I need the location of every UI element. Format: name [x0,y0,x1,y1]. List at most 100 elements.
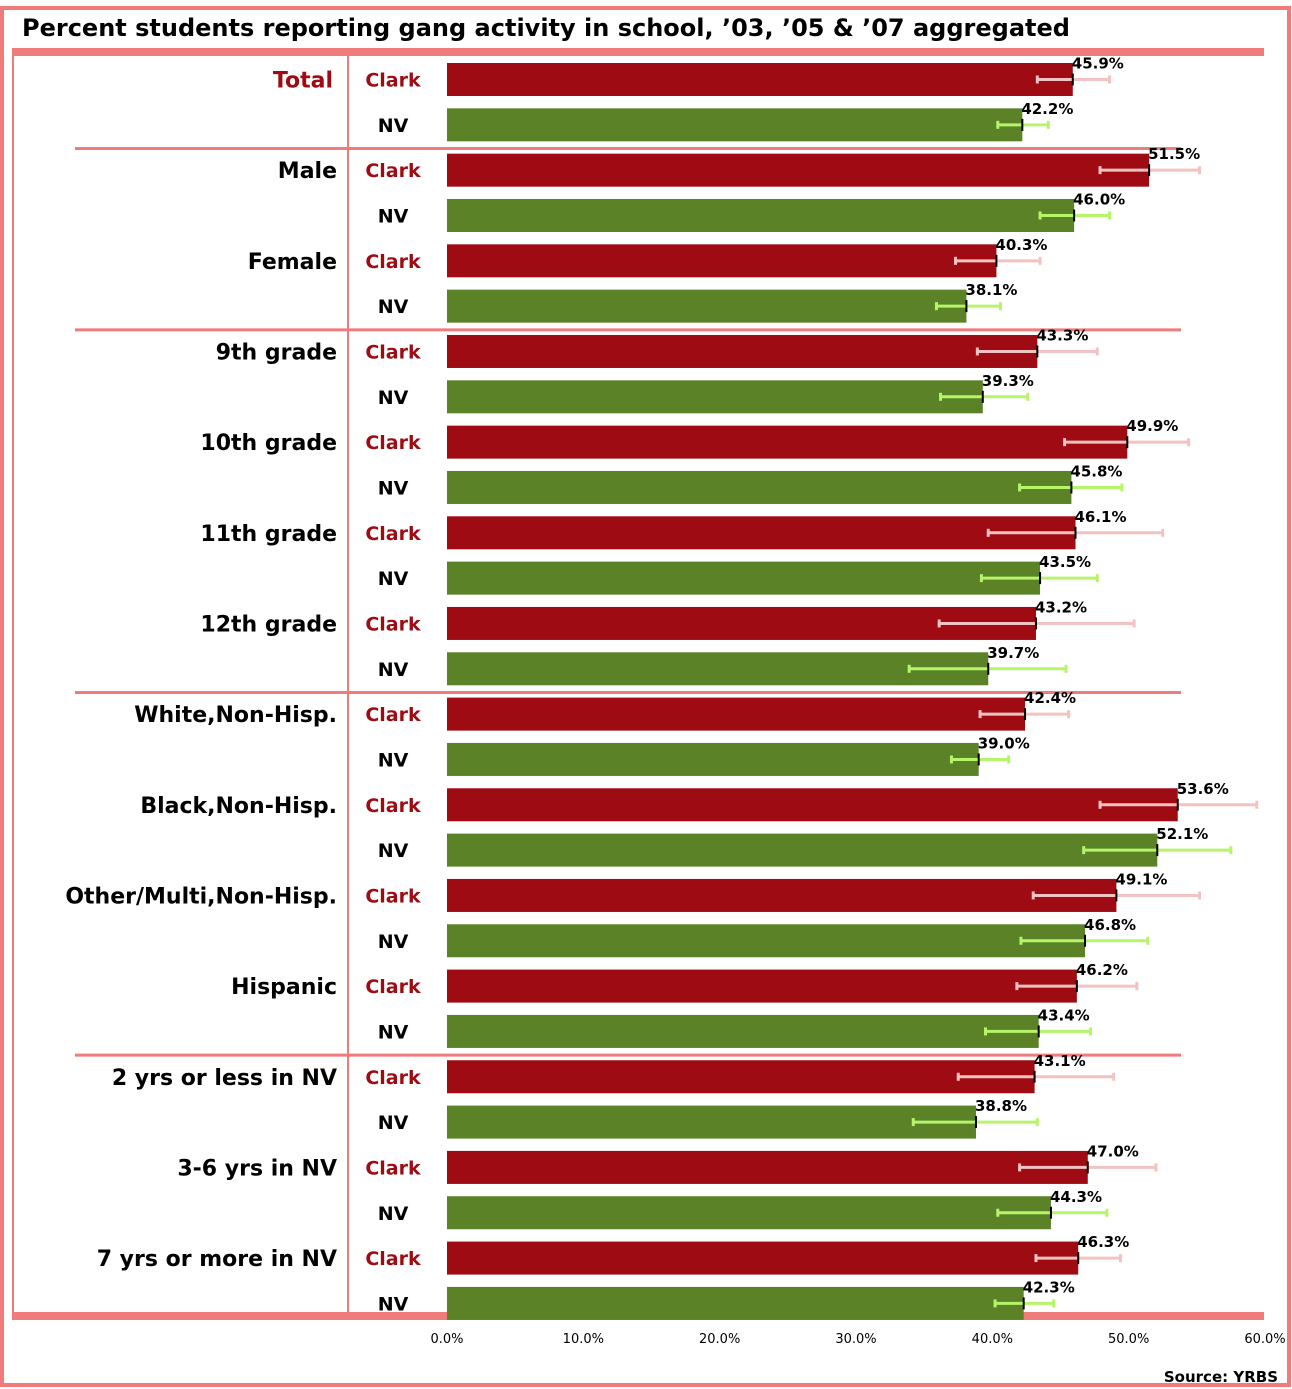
series-label-nv: NV [378,1203,409,1225]
group-label: 11th grade [200,522,337,547]
x-tick-label: 0.0% [430,1332,463,1347]
value-label: 46.1% [1074,508,1126,526]
value-label: 40.3% [995,236,1047,254]
group-label: 10th grade [200,431,337,456]
value-label: 46.0% [1073,190,1125,208]
error-bar [1063,436,1191,449]
bar-nv [447,289,967,323]
bar-clark [447,153,1150,187]
value-label: 39.0% [978,734,1030,752]
series-label-clark: Clark [365,341,421,363]
value-label: 46.3% [1077,1233,1129,1251]
bar-nv [447,470,1072,504]
bar-clark [447,1241,1079,1275]
group-label: Other/Multi,Non-Hisp. [65,884,337,909]
error-bar [956,1070,1116,1083]
group-label: 9th grade [216,340,337,365]
bar-nv [447,198,1075,232]
bar-clark [447,788,1178,822]
error-bar [1031,889,1202,902]
error-bar [1015,980,1139,993]
value-label: 46.2% [1076,961,1128,979]
error-bar [949,753,1011,766]
value-label: 52.1% [1156,825,1208,843]
bar-clark [447,63,1073,96]
error-bar [911,1116,1039,1129]
error-bar [939,390,1030,403]
source-note: Source: YRBS [1163,1368,1278,1386]
x-tick-label: 40.0% [972,1332,1013,1347]
bar-nv [447,924,1086,958]
value-label: 44.3% [1050,1188,1102,1206]
series-label-clark: Clark [365,885,421,907]
value-label: 53.6% [1177,780,1229,798]
series-label-nv: NV [378,477,409,499]
series-label-nv: NV [378,1112,409,1134]
error-bar [1018,481,1124,494]
error-bar [1035,73,1112,86]
group-label: 3-6 yrs in NV [177,1156,337,1181]
error-bar [984,1025,1092,1038]
bar-nv [447,1196,1051,1230]
bar-nv [447,742,979,776]
value-label: 43.5% [1039,553,1091,571]
value-label: 43.4% [1038,1006,1090,1024]
error-bar [993,1297,1056,1310]
value-label: 49.9% [1126,417,1178,435]
group-label: 12th grade [200,612,337,637]
series-label-clark: Clark [365,251,421,273]
error-bar [1034,1252,1122,1265]
error-bar [996,118,1050,131]
series-label-clark: Clark [365,523,421,545]
series-label-clark: Clark [365,976,421,998]
value-label: 43.1% [1034,1052,1086,1070]
error-bar [978,708,1071,721]
bar-nv [447,1014,1039,1048]
group-label: 7 yrs or more in NV [97,1247,337,1272]
error-bar [937,617,1136,630]
error-bar [1098,798,1259,811]
bar-clark [447,878,1117,912]
group-label: White,Non-Hisp. [134,703,337,728]
series-label-clark: Clark [365,1248,421,1270]
series-label-clark: Clark [365,613,421,635]
bar-nv [447,1105,976,1139]
bar-nv [447,1286,1024,1320]
bar-clark [447,969,1077,1003]
value-label: 43.2% [1035,598,1087,616]
value-label: 42.2% [1021,100,1073,118]
value-label: 45.8% [1070,462,1122,480]
chart-title: Percent students reporting gang activity… [22,14,1070,42]
bar-clark [447,425,1128,459]
series-label-clark: Clark [365,70,421,92]
series-label-clark: Clark [365,795,421,817]
group-label: 2 yrs or less in NV [112,1066,337,1091]
error-bar [975,345,1099,358]
bar-clark [447,516,1076,550]
series-label-nv: NV [378,1021,409,1043]
group-label: Hispanic [231,975,337,1000]
bar-nv [447,380,983,414]
error-bar [1019,934,1150,947]
value-label: 39.7% [987,644,1039,662]
error-bar [1018,1161,1158,1174]
series-label-nv: NV [378,115,409,137]
error-bar [1082,844,1233,857]
group-label: Male [278,159,337,184]
series-label-nv: NV [378,840,409,862]
series-label-nv: NV [378,749,409,771]
series-label-nv: NV [378,205,409,227]
value-label: 45.9% [1072,55,1124,73]
x-tick-label: 50.0% [1108,1332,1149,1347]
error-bar [954,254,1042,267]
error-bar [979,572,1099,585]
value-label: 47.0% [1087,1142,1139,1160]
x-tick-label: 60.0% [1244,1332,1285,1347]
series-label-clark: Clark [365,432,421,454]
series-label-nv: NV [378,931,409,953]
series-label-nv: NV [378,659,409,681]
error-bar [907,662,1068,675]
group-label: Black,Non-Hisp. [140,794,337,819]
series-label-nv: NV [378,387,409,409]
